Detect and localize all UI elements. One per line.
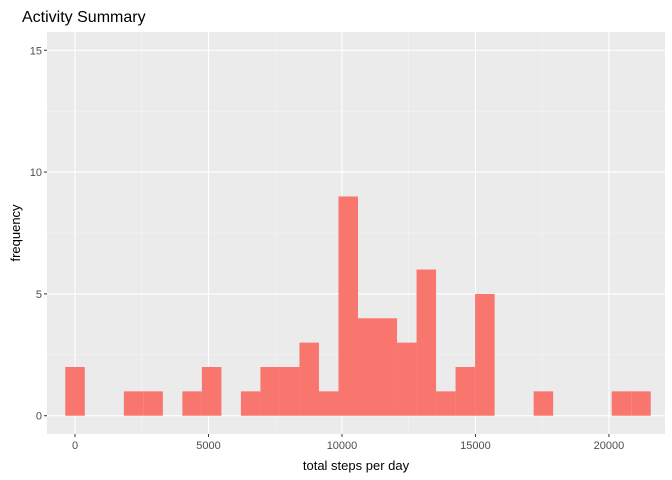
x-tick-label: 0 <box>72 440 78 452</box>
histogram-bar <box>416 269 437 416</box>
histogram-bar <box>260 367 280 416</box>
histogram-bar <box>279 367 300 416</box>
chart-title: Activity Summary <box>22 9 146 26</box>
y-tick-label: 5 <box>36 289 42 301</box>
histogram-bar <box>318 391 339 416</box>
histogram-bar <box>299 342 319 416</box>
histogram-bar <box>143 391 163 416</box>
x-tick-label: 15000 <box>460 440 491 452</box>
x-tick-label: 20000 <box>594 440 625 452</box>
y-tick-label: 10 <box>30 167 42 179</box>
histogram-bar <box>436 391 456 416</box>
y-tick-label: 15 <box>30 45 42 57</box>
y-axis: 0 5 10 15 <box>30 45 47 423</box>
histogram-bar <box>631 391 651 416</box>
y-axis-label: frequency <box>8 204 23 262</box>
histogram-bars <box>65 196 651 416</box>
histogram-bar <box>201 367 222 416</box>
histogram-bar <box>358 318 378 416</box>
histogram-bar <box>182 391 202 416</box>
y-tick-label: 0 <box>36 411 42 423</box>
histogram-bar <box>65 367 85 416</box>
x-tick-label: 5000 <box>196 440 220 452</box>
histogram-bar <box>377 318 398 416</box>
histogram-bar <box>397 342 417 416</box>
histogram-bar <box>533 391 554 416</box>
histogram-bar <box>123 391 144 416</box>
histogram-bar <box>611 391 632 416</box>
histogram-bar <box>455 367 476 416</box>
histogram-bar <box>475 293 495 416</box>
x-tick-label: 10000 <box>327 440 358 452</box>
histogram-bar <box>240 391 261 416</box>
x-axis: 0 5000 10000 15000 20000 <box>72 434 624 452</box>
x-axis-label: total steps per day <box>303 458 410 473</box>
histogram-bar <box>338 196 359 416</box>
